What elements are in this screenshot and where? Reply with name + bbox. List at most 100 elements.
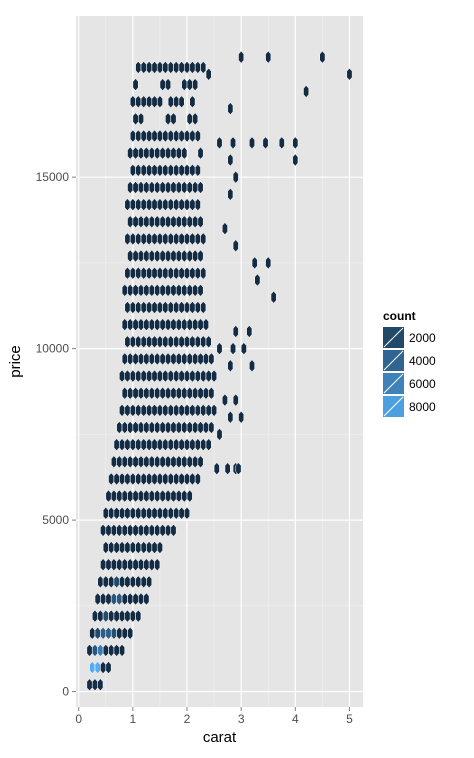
hex-bin (178, 198, 185, 211)
hex-bin (135, 301, 142, 314)
hex-bin (135, 335, 142, 349)
hex-bin (113, 541, 120, 554)
hex-bin (173, 472, 180, 486)
hex-bin (227, 102, 234, 115)
hex-bin (197, 352, 204, 366)
hex-bin (167, 198, 174, 211)
hex-bin (146, 198, 153, 211)
hex-bin (135, 232, 142, 246)
hex-bin (102, 575, 109, 589)
hex-bin (189, 232, 196, 246)
hex-bin (184, 301, 190, 314)
hex-bin (146, 232, 153, 246)
hex-bin (151, 438, 158, 452)
hex-bin (165, 421, 171, 434)
hex-bin (129, 301, 136, 314)
hex-bin (140, 198, 147, 211)
hex-bin (224, 462, 231, 476)
hex-bin (265, 50, 272, 64)
hex-bin (143, 318, 150, 332)
hex-bin (116, 455, 123, 469)
hex-bin (178, 61, 185, 74)
hex-bin (197, 283, 204, 297)
hex-bin (119, 541, 125, 554)
hex-bin (140, 438, 147, 452)
hex-bin (151, 163, 158, 177)
hex-bin (278, 136, 285, 150)
hex-bin (132, 489, 139, 503)
hex-bin (105, 626, 112, 640)
hex-bin (238, 50, 245, 64)
hex-bin (200, 403, 207, 417)
hex-bin (186, 215, 193, 229)
hex-bin (170, 455, 177, 469)
hex-bin (97, 575, 104, 589)
hex-bin (148, 455, 155, 469)
hex-bin (108, 609, 115, 623)
hex-bin (165, 249, 171, 263)
y-axis: 0 5000 10000 15000 (36, 170, 76, 699)
hex-bin (102, 644, 109, 657)
hex-bin (146, 438, 153, 452)
hex-bin (197, 146, 204, 160)
hex-bin (167, 438, 174, 452)
hex-bin (194, 472, 201, 486)
hex-bin (132, 352, 139, 366)
hex-bin (132, 181, 139, 194)
hex-bin (162, 369, 169, 383)
hex-bin (127, 352, 134, 366)
hex-bin (140, 163, 147, 177)
hex-bin (127, 318, 134, 332)
hex-bin (167, 232, 174, 246)
hex-bin (235, 462, 242, 476)
hex-bin (192, 421, 199, 434)
hex-bin (132, 524, 139, 537)
hex-bin (138, 352, 144, 366)
hex-bin (132, 215, 139, 229)
hex-bin (124, 541, 131, 554)
hex-bin (167, 266, 174, 280)
hex-bin (151, 541, 158, 554)
x-tick-label: 1 (130, 712, 137, 726)
hex-bin (203, 318, 209, 332)
hex-bin (194, 129, 201, 143)
hex-bin (92, 609, 98, 623)
hex-bin (159, 352, 166, 366)
hex-bin (211, 369, 217, 383)
hex-bin (138, 524, 144, 537)
hex-bin (189, 438, 196, 452)
hex-bin (146, 506, 153, 520)
hex-bin (151, 266, 158, 280)
hex-bin (197, 386, 204, 400)
hex-bin (194, 301, 201, 314)
hex-bin (119, 575, 125, 589)
legend: count 2000 4000 6000 8000 (383, 309, 436, 417)
hex-bin (175, 352, 182, 366)
hex-bin (97, 644, 104, 657)
hex-bin (194, 163, 201, 177)
hex-bin (292, 153, 299, 167)
hex-bin (154, 524, 161, 537)
hex-bin (151, 301, 158, 314)
hex-bin (167, 506, 174, 520)
hex-bin (181, 352, 188, 366)
hex-bin (184, 163, 190, 177)
hex-bin (138, 249, 144, 263)
hex-bin (121, 283, 128, 297)
hex-bin (165, 386, 171, 400)
hex-bin (129, 506, 136, 520)
hex-bin (189, 266, 196, 280)
hex-bin (105, 592, 112, 606)
hex-bin (132, 455, 139, 469)
hex-bin (89, 626, 96, 640)
hex-bin (129, 438, 136, 452)
hex-bin (205, 335, 212, 349)
hex-bin (129, 541, 136, 554)
hex-bin (200, 438, 207, 452)
hex-bin (162, 163, 169, 177)
hex-bin (208, 421, 215, 434)
hex-bin (184, 369, 190, 383)
hex-bin (232, 325, 239, 338)
hex-bin (129, 369, 136, 383)
hex-bin (165, 215, 171, 229)
